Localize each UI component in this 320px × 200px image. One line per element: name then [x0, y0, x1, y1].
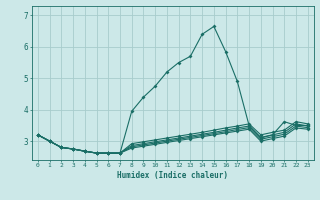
X-axis label: Humidex (Indice chaleur): Humidex (Indice chaleur) — [117, 171, 228, 180]
